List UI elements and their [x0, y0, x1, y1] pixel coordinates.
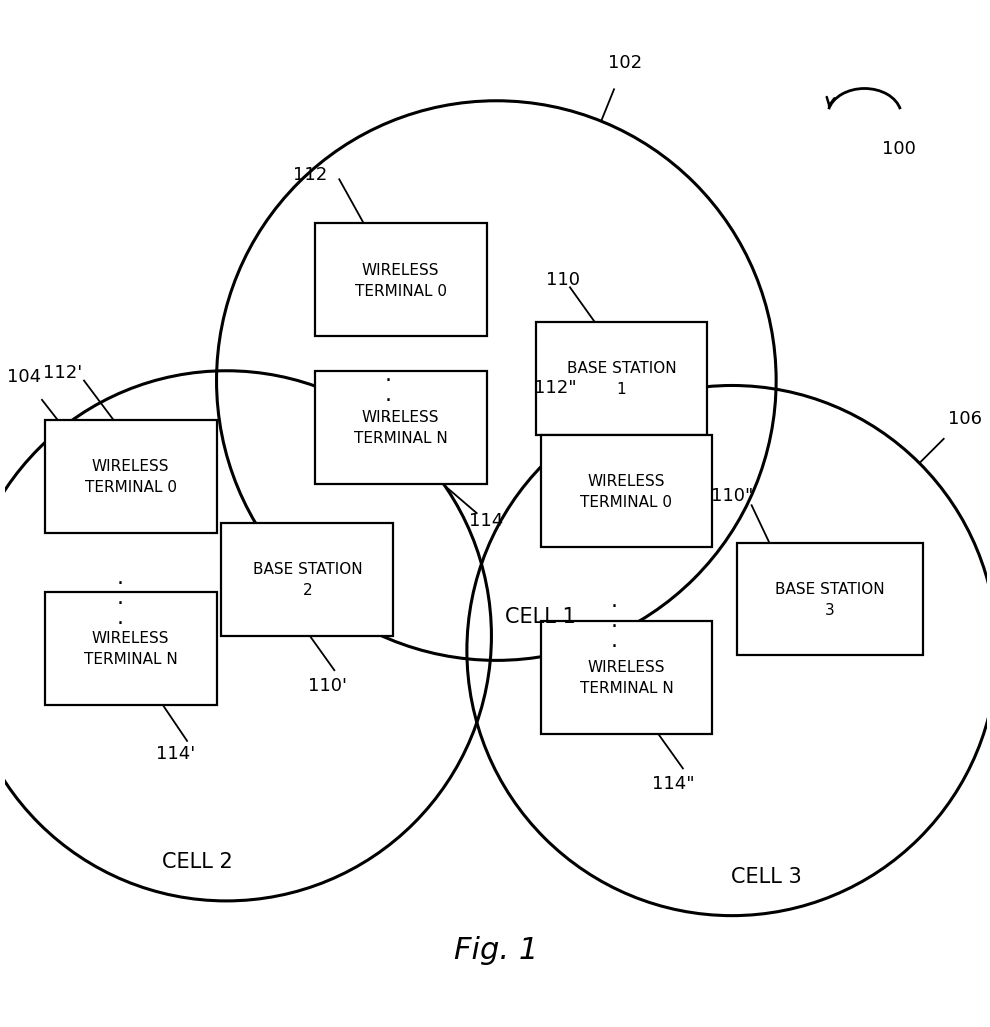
- Text: ·
·
·: · · ·: [117, 574, 124, 634]
- FancyBboxPatch shape: [541, 435, 713, 547]
- Text: WIRELESS
TERMINAL N: WIRELESS TERMINAL N: [84, 631, 177, 667]
- Text: 102: 102: [608, 53, 643, 72]
- Text: Fig. 1: Fig. 1: [454, 936, 539, 964]
- Text: 110": 110": [711, 487, 753, 505]
- Text: 112": 112": [534, 379, 576, 396]
- Text: CELL 3: CELL 3: [731, 867, 802, 886]
- FancyBboxPatch shape: [315, 371, 486, 484]
- Text: 106: 106: [947, 410, 981, 427]
- Text: ·
·
·: · · ·: [385, 371, 392, 430]
- FancyBboxPatch shape: [45, 420, 217, 533]
- Text: WIRELESS
TERMINAL 0: WIRELESS TERMINAL 0: [84, 459, 176, 495]
- Text: WIRELESS
TERMINAL N: WIRELESS TERMINAL N: [353, 410, 447, 446]
- Text: 112: 112: [293, 166, 327, 184]
- Text: 104: 104: [7, 368, 41, 386]
- FancyBboxPatch shape: [45, 592, 217, 705]
- Text: WIRELESS
TERMINAL N: WIRELESS TERMINAL N: [579, 659, 673, 696]
- FancyBboxPatch shape: [222, 524, 393, 636]
- FancyBboxPatch shape: [737, 543, 924, 656]
- Text: 114': 114': [155, 745, 195, 763]
- Text: 100: 100: [882, 140, 916, 157]
- FancyBboxPatch shape: [541, 621, 713, 734]
- FancyBboxPatch shape: [536, 322, 708, 435]
- Text: 112': 112': [43, 365, 82, 382]
- Text: CELL 1: CELL 1: [505, 607, 576, 626]
- Text: BASE STATION
1: BASE STATION 1: [566, 360, 676, 396]
- Text: 110: 110: [546, 271, 580, 289]
- Text: 114": 114": [651, 774, 694, 792]
- Text: WIRELESS
TERMINAL 0: WIRELESS TERMINAL 0: [354, 263, 446, 299]
- Text: 114: 114: [469, 511, 504, 529]
- FancyBboxPatch shape: [315, 224, 486, 337]
- Text: ·
·
·: · · ·: [611, 597, 618, 656]
- Text: CELL 2: CELL 2: [161, 851, 233, 872]
- Text: WIRELESS
TERMINAL 0: WIRELESS TERMINAL 0: [580, 473, 672, 509]
- Text: BASE STATION
2: BASE STATION 2: [252, 562, 362, 598]
- Text: 110': 110': [308, 676, 346, 694]
- Text: BASE STATION
3: BASE STATION 3: [775, 581, 885, 617]
